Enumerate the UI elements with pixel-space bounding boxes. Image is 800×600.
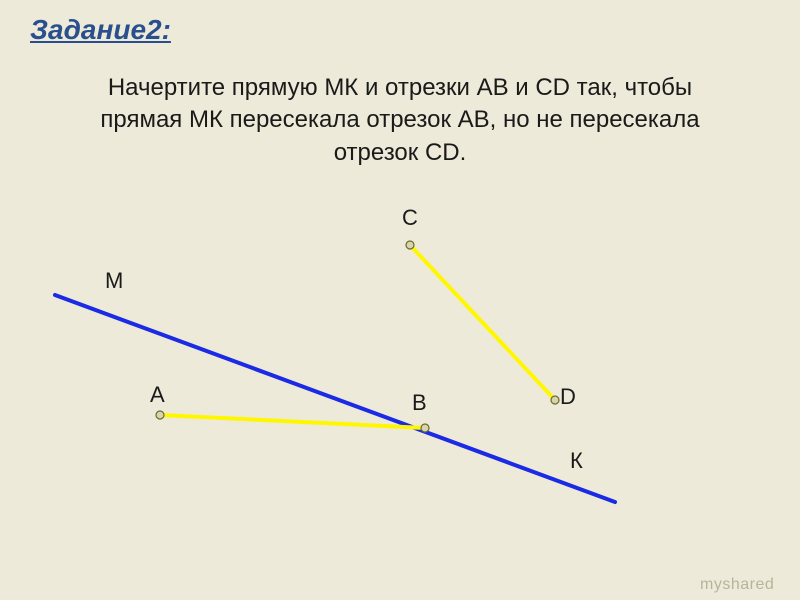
label-k: К <box>570 448 583 473</box>
segment-cd <box>410 245 555 400</box>
geometry-diagram: А В С D М К <box>0 0 800 600</box>
label-b: В <box>412 390 427 415</box>
label-m: М <box>105 268 123 293</box>
point-c <box>406 241 414 249</box>
point-a <box>156 411 164 419</box>
label-d: D <box>560 384 576 409</box>
watermark: myshared <box>700 576 774 594</box>
slide: Задание2: Начертите прямую МК и отрезки … <box>0 0 800 600</box>
point-b <box>421 424 429 432</box>
point-d <box>551 396 559 404</box>
label-a: А <box>150 382 165 407</box>
line-mk <box>55 295 615 502</box>
label-c: С <box>402 205 418 230</box>
